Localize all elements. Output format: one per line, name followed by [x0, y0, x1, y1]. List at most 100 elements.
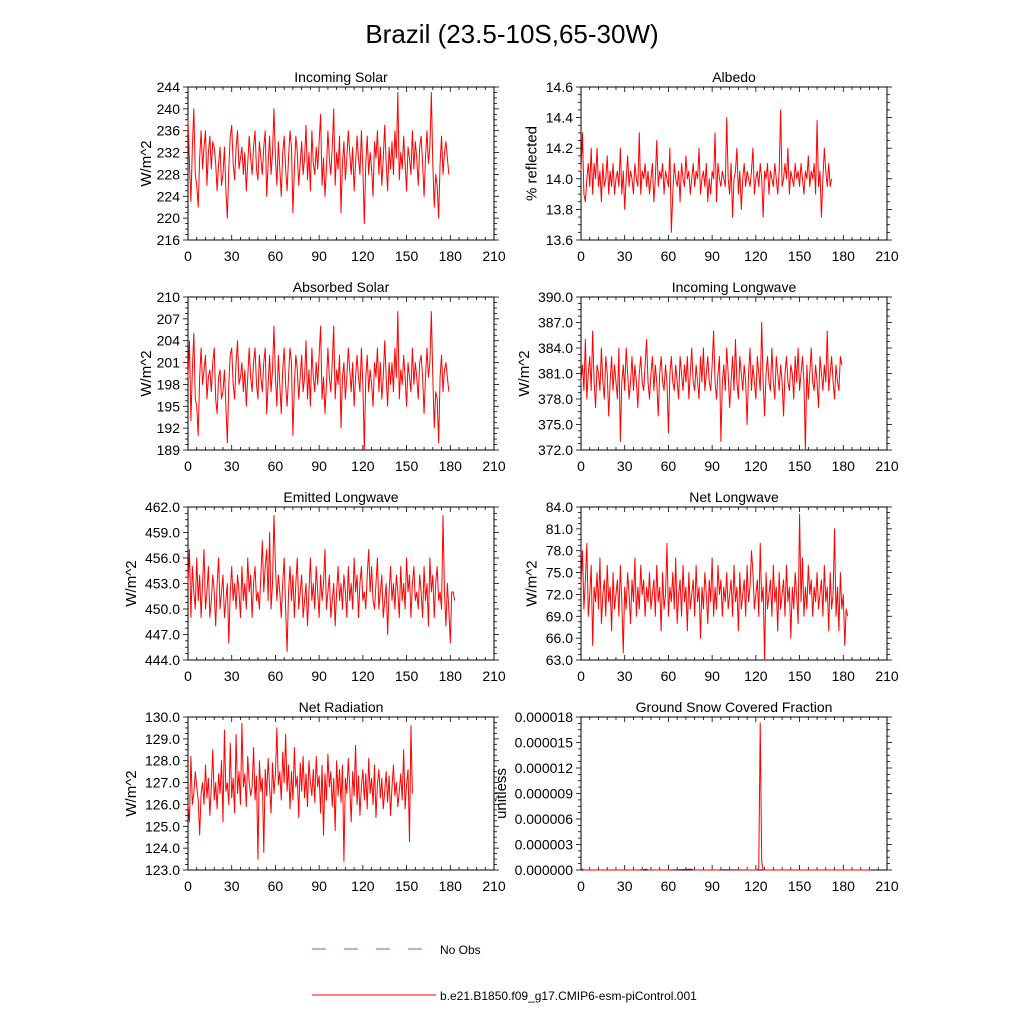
panel-5-y-tick-label: 462.0: [145, 499, 180, 515]
panel-1-x-tick-label: 180: [439, 248, 463, 264]
panel-4-y-tick-label: 372.0: [538, 442, 573, 458]
panel-2-series-line-1: [580, 109, 833, 233]
panel-8-title: Ground Snow Covered Fraction: [636, 699, 833, 715]
panel-8-x-tick-label: 120: [744, 878, 768, 894]
panel-1-y-tick-label: 236: [157, 123, 181, 139]
panel-6-x-tick-label: 120: [744, 668, 768, 684]
panel-3-x-tick-label: 120: [351, 458, 375, 474]
panel-8-y-tick-label: 0.000000: [515, 862, 574, 878]
panel-3-y-tick-label: 195: [157, 398, 181, 414]
panels: Incoming Solar 0 30 60 90 120 150 180 210 216 220 2…: [123, 69, 899, 894]
panel-3-y-axis-label: W/m^2: [138, 350, 155, 396]
panel-8-x-tick-label: 210: [875, 878, 899, 894]
panel-4-y-tick-label: 375.0: [538, 417, 573, 433]
panel-5-x-tick-label: 120: [351, 668, 375, 684]
panel-4-y-tick-label: 378.0: [538, 391, 573, 407]
panel-1-y-tick-label: 228: [157, 166, 181, 182]
panel-8-y-tick-label: 0.000012: [515, 760, 574, 776]
panel-3-y-tick-label: 207: [157, 311, 181, 327]
panel-4-x-tick-label: 120: [744, 458, 768, 474]
panel-7: Net Radiation 0 30 60 90 120 150 180 210 123.0 124…: [123, 699, 506, 894]
panel-5-y-tick-label: 459.0: [145, 525, 180, 541]
panel-3-x-tick-label: 90: [311, 458, 327, 474]
panel-7-y-axis-label: W/m^2: [123, 770, 140, 816]
panel-8-x-tick-label: 150: [788, 878, 812, 894]
panel-3-x-tick-label: 60: [268, 458, 284, 474]
panel-8-y-tick-label: 0.000006: [515, 811, 574, 827]
panel-1-y-axis-label: W/m^2: [138, 140, 155, 186]
panel-7-y-tick-label: 127.0: [145, 775, 180, 791]
panel-2-x-tick-label: 120: [744, 248, 768, 264]
panel-6-y-tick-label: 69.0: [546, 608, 573, 624]
panel-4: Incoming Longwave 0 30 60 90 120 150 180 210 372.…: [516, 279, 899, 474]
panel-8-x-tick-label: 180: [832, 878, 856, 894]
panel-2-y-tick-label: 14.4: [546, 110, 573, 126]
panel-3-x-tick-label: 180: [439, 458, 463, 474]
panel-7-x-tick-label: 30: [224, 878, 240, 894]
panel-8-series-line-1: [581, 722, 871, 871]
legend: No Obs b.e21.B1850.f09_g17.CMIP6-esm-piC…: [312, 943, 697, 1003]
panel-3: Absorbed Solar 0 30 60 90 120 150 180 210 189 192 1…: [138, 279, 506, 474]
panel-8-x-tick-label: 90: [704, 878, 720, 894]
panel-7-x-tick-label: 60: [268, 878, 284, 894]
panel-4-y-tick-label: 390.0: [538, 289, 573, 305]
panel-5-x-tick-label: 30: [224, 668, 240, 684]
panel-7-x-tick-label: 0: [184, 878, 192, 894]
panel-7-title: Net Radiation: [299, 699, 384, 715]
panel-4-x-tick-label: 180: [832, 458, 856, 474]
panel-1-series-line-1: [187, 91, 450, 225]
panel-7-series-line-1: [187, 723, 413, 862]
panel-5-series-line-1: [187, 515, 456, 652]
panel-3-x-tick-label: 0: [184, 458, 192, 474]
panel-6-y-tick-label: 66.0: [546, 630, 573, 646]
panel-3-y-tick-label: 192: [157, 420, 181, 436]
panel-5-x-tick-label: 210: [482, 668, 506, 684]
panel-4-x-tick-label: 210: [875, 458, 899, 474]
panel-1-x-tick-label: 120: [351, 248, 375, 264]
panel-7-y-tick-label: 130.0: [145, 709, 180, 725]
panel-2-x-tick-label: 90: [704, 248, 720, 264]
panel-7-y-tick-label: 125.0: [145, 818, 180, 834]
panel-4-y-tick-label: 381.0: [538, 366, 573, 382]
panel-7-x-tick-label: 210: [482, 878, 506, 894]
panel-6-x-tick-label: 0: [577, 668, 585, 684]
panel-4-title: Incoming Longwave: [672, 279, 797, 295]
panel-2-x-tick-label: 180: [832, 248, 856, 264]
panel-6: Net Longwave 0 30 60 90 120 150 180 210 63.0 66.0 6…: [524, 489, 899, 684]
panel-4-x-tick-label: 150: [788, 458, 812, 474]
panel-6-y-tick-label: 84.0: [546, 499, 573, 515]
panel-2-y-axis-label: % reflected: [524, 126, 541, 201]
panel-2-x-tick-label: 210: [875, 248, 899, 264]
panel-1-x-tick-label: 90: [311, 248, 327, 264]
panel-6-y-tick-label: 81.0: [546, 521, 573, 537]
panel-5-y-tick-label: 447.0: [145, 627, 180, 643]
panel-8-y-tick-label: 0.000009: [515, 786, 574, 802]
panel-1-x-tick-label: 210: [482, 248, 506, 264]
panel-4-y-tick-label: 387.0: [538, 315, 573, 331]
panel-2-y-tick-label: 14.6: [546, 79, 573, 95]
panel-7-x-tick-label: 180: [439, 878, 463, 894]
panel-1-x-tick-label: 60: [268, 248, 284, 264]
panel-5-x-tick-label: 0: [184, 668, 192, 684]
panel-3-y-tick-label: 189: [157, 442, 181, 458]
panel-1-y-tick-label: 244: [157, 79, 181, 95]
panel-2-y-tick-label: 14.0: [546, 171, 573, 187]
panel-6-y-tick-label: 72.0: [546, 586, 573, 602]
panel-6-x-tick-label: 180: [832, 668, 856, 684]
panel-1-y-tick-label: 240: [157, 101, 181, 117]
panel-5-x-tick-label: 90: [311, 668, 327, 684]
panel-3-x-tick-label: 150: [395, 458, 419, 474]
panel-2-title: Albedo: [712, 69, 756, 85]
panel-7-y-tick-label: 124.0: [145, 840, 180, 856]
panel-1-x-tick-label: 150: [395, 248, 419, 264]
panel-3-x-tick-label: 30: [224, 458, 240, 474]
panel-6-y-tick-label: 63.0: [546, 652, 573, 668]
panel-4-y-axis-label: W/m^2: [516, 350, 533, 396]
panel-1-y-tick-label: 224: [157, 188, 181, 204]
panel-3-y-tick-label: 201: [157, 355, 181, 371]
panel-3-y-tick-label: 198: [157, 376, 181, 392]
panel-3-title: Absorbed Solar: [293, 279, 390, 295]
panel-6-y-axis-label: W/m^2: [524, 560, 541, 606]
panel-6-title: Net Longwave: [689, 489, 779, 505]
